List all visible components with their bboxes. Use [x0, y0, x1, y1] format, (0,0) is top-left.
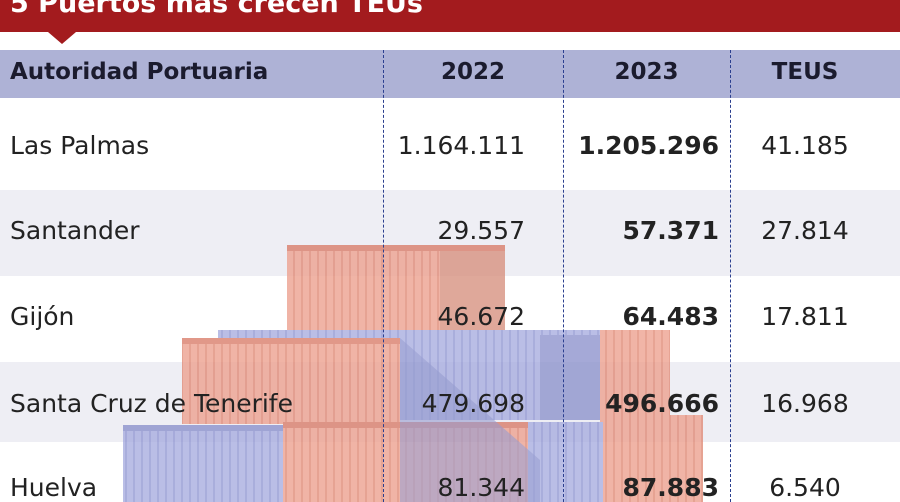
col-header-2023: 2023 [614, 59, 679, 85]
cell-value-2023-las-palmas: 1.205.296 [578, 131, 719, 160]
cell-value-teus-las-palmas: 41.185 [761, 131, 849, 160]
cell-value-2023-santa-cruz-de-tenerife: 496.666 [605, 389, 719, 418]
chart-title: 5 Puertos más crecen TEUs [10, 0, 424, 19]
cell-port-santander: Santander [10, 216, 140, 245]
col-header-port: Autoridad Portuaria [10, 59, 269, 85]
cell-port-huelva: Huelva [10, 473, 98, 502]
table-header [0, 50, 900, 98]
divider-port-2022 [383, 50, 384, 502]
cell-value-teus-huelva: 6.540 [769, 473, 841, 502]
cell-port-santa-cruz-de-tenerife: Santa Cruz de Tenerife [10, 389, 293, 418]
cell-port-gijon: Gijón [10, 302, 75, 331]
cell-value-2023-santander: 57.371 [622, 216, 719, 245]
title-bar: 5 Puertos más crecen TEUs [0, 0, 900, 32]
cell-value-2022-santa-cruz-de-tenerife: 479.698 [421, 389, 525, 418]
cell-value-teus-santander: 27.814 [761, 216, 849, 245]
cell-value-2022-huelva: 81.344 [437, 473, 525, 502]
col-header-2022: 2022 [440, 59, 505, 85]
col-header-teus: TEUS [771, 59, 839, 85]
cell-value-2022-las-palmas: 1.164.111 [397, 131, 525, 160]
cell-port-las-palmas: Las Palmas [10, 131, 150, 160]
divider-2023-teus [730, 50, 731, 502]
cell-value-2022-santander: 29.557 [437, 216, 525, 245]
title-pointer [48, 32, 76, 44]
cell-value-2023-gijon: 64.483 [622, 302, 719, 331]
cell-value-2023-huelva: 87.883 [622, 473, 719, 502]
cell-value-teus-santa-cruz-de-tenerife: 16.968 [761, 389, 849, 418]
cell-value-2022-gijon: 46.672 [437, 302, 525, 331]
divider-2022-2023 [563, 50, 564, 502]
cell-value-teus-gijon: 17.811 [761, 302, 849, 331]
